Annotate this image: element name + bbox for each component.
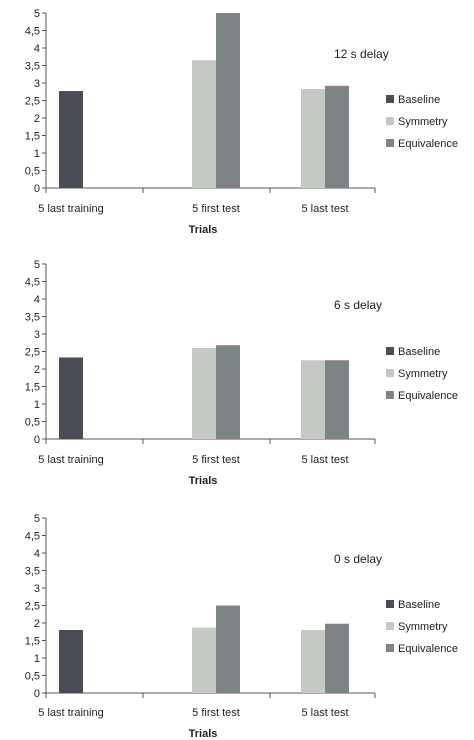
y-tick-label: 4,5 [25, 277, 40, 289]
bar-symmetry-2 [192, 60, 216, 188]
y-tick-label: 2 [34, 113, 40, 125]
x-category-label: 5 last training [38, 203, 103, 215]
bar-equivalence-2 [216, 345, 240, 439]
legend-label-baseline: Baseline [398, 599, 440, 611]
y-tick-label: 5 [34, 8, 40, 20]
legend-label-symmetry: Symmetry [398, 368, 448, 380]
y-tick-label: 1 [34, 399, 40, 411]
x-category-label: 5 first test [192, 454, 240, 466]
y-tick-label: 2 [34, 364, 40, 376]
y-tick-label: 3 [34, 78, 40, 90]
chart-panel-3: 0 0,5 1 1,5 2 2,5 3 3,5 4 4,5 5 5 last training 5 fi… [25, 513, 458, 740]
bar-symmetry-3 [301, 88, 325, 188]
y-tick-label: 3 [34, 583, 40, 595]
bar-equivalence-2 [216, 13, 240, 188]
y-tick-label: 5 [34, 259, 40, 271]
legend-swatch-baseline [386, 95, 394, 103]
y-tick-label: 1,5 [25, 382, 40, 394]
bar-baseline-1 [59, 91, 83, 188]
y-tick-label: 0 [34, 434, 40, 446]
legend-label-baseline: Baseline [398, 346, 440, 358]
y-tick-label: 2 [34, 618, 40, 630]
x-category-label: 5 last training [38, 707, 103, 719]
bar-baseline-1 [59, 357, 83, 439]
legend-label-equivalence: Equivalence [398, 643, 458, 655]
bar-symmetry-2 [192, 627, 216, 693]
chart-title: 12 s delay [334, 47, 389, 61]
x-axis-title: Trials [189, 728, 218, 740]
x-category-label: 5 first test [192, 203, 240, 215]
legend-label-equivalence: Equivalence [398, 138, 458, 150]
y-tick-label: 4 [34, 43, 40, 55]
legend-swatch-equivalence [386, 644, 394, 652]
y-tick-label: 0,5 [25, 671, 40, 683]
y-tick-label: 1 [34, 148, 40, 160]
bar-equivalence-3 [325, 85, 349, 188]
bar-baseline-1 [59, 630, 83, 693]
x-category-label: 5 last test [301, 203, 348, 215]
y-tick-label: 5 [34, 513, 40, 525]
legend-swatch-symmetry [386, 117, 394, 125]
y-tick-label: 2,5 [25, 96, 40, 108]
x-category-label: 5 last test [301, 454, 348, 466]
y-tick-label: 3 [34, 329, 40, 341]
legend-swatch-baseline [386, 600, 394, 608]
x-category-label: 5 last training [38, 454, 103, 466]
legend-label-symmetry: Symmetry [398, 621, 448, 633]
y-tick-label: 0 [34, 183, 40, 195]
y-tick-label: 0 [34, 688, 40, 700]
bar-symmetry-3 [301, 630, 325, 693]
chart-title: 0 s delay [334, 552, 382, 566]
y-tick-label: 4,5 [25, 531, 40, 543]
chart-panel-1: 0 0,5 1 1,5 2 2,5 3 3,5 4 4,5 5 5 last training 5 fi… [25, 8, 458, 236]
bar-equivalence-3 [325, 360, 349, 439]
y-tick-label: 1 [34, 653, 40, 665]
bar-equivalence-3 [325, 623, 349, 693]
legend-label-symmetry: Symmetry [398, 116, 448, 128]
chart-panel-2: 0 0,5 1 1,5 2 2,5 3 3,5 4 4,5 5 5 last training 5 fi… [25, 259, 458, 487]
bar-symmetry-3 [301, 360, 325, 439]
y-tick-label: 1,5 [25, 131, 40, 143]
y-tick-label: 0,5 [25, 166, 40, 178]
y-tick-label: 3,5 [25, 566, 40, 578]
y-tick-label: 0,5 [25, 417, 40, 429]
y-tick-label: 4,5 [25, 26, 40, 38]
y-tick-label: 2,5 [25, 601, 40, 613]
bar-equivalence-2 [216, 605, 240, 693]
chart-title: 6 s delay [334, 298, 382, 312]
legend-swatch-equivalence [386, 139, 394, 147]
y-tick-label: 4 [34, 548, 40, 560]
y-tick-label: 1,5 [25, 636, 40, 648]
legend-label-baseline: Baseline [398, 94, 440, 106]
x-category-label: 5 first test [192, 707, 240, 719]
legend-swatch-equivalence [386, 391, 394, 399]
legend-swatch-symmetry [386, 369, 394, 377]
y-tick-label: 3,5 [25, 61, 40, 73]
x-axis-title: Trials [189, 224, 218, 236]
y-tick-label: 2,5 [25, 347, 40, 359]
legend-swatch-baseline [386, 347, 394, 355]
y-tick-label: 3,5 [25, 312, 40, 324]
x-category-label: 5 last test [301, 707, 348, 719]
legend-label-equivalence: Equivalence [398, 390, 458, 402]
x-axis-title: Trials [189, 475, 218, 487]
y-tick-label: 4 [34, 294, 40, 306]
legend-swatch-symmetry [386, 622, 394, 630]
bar-symmetry-2 [192, 348, 216, 439]
